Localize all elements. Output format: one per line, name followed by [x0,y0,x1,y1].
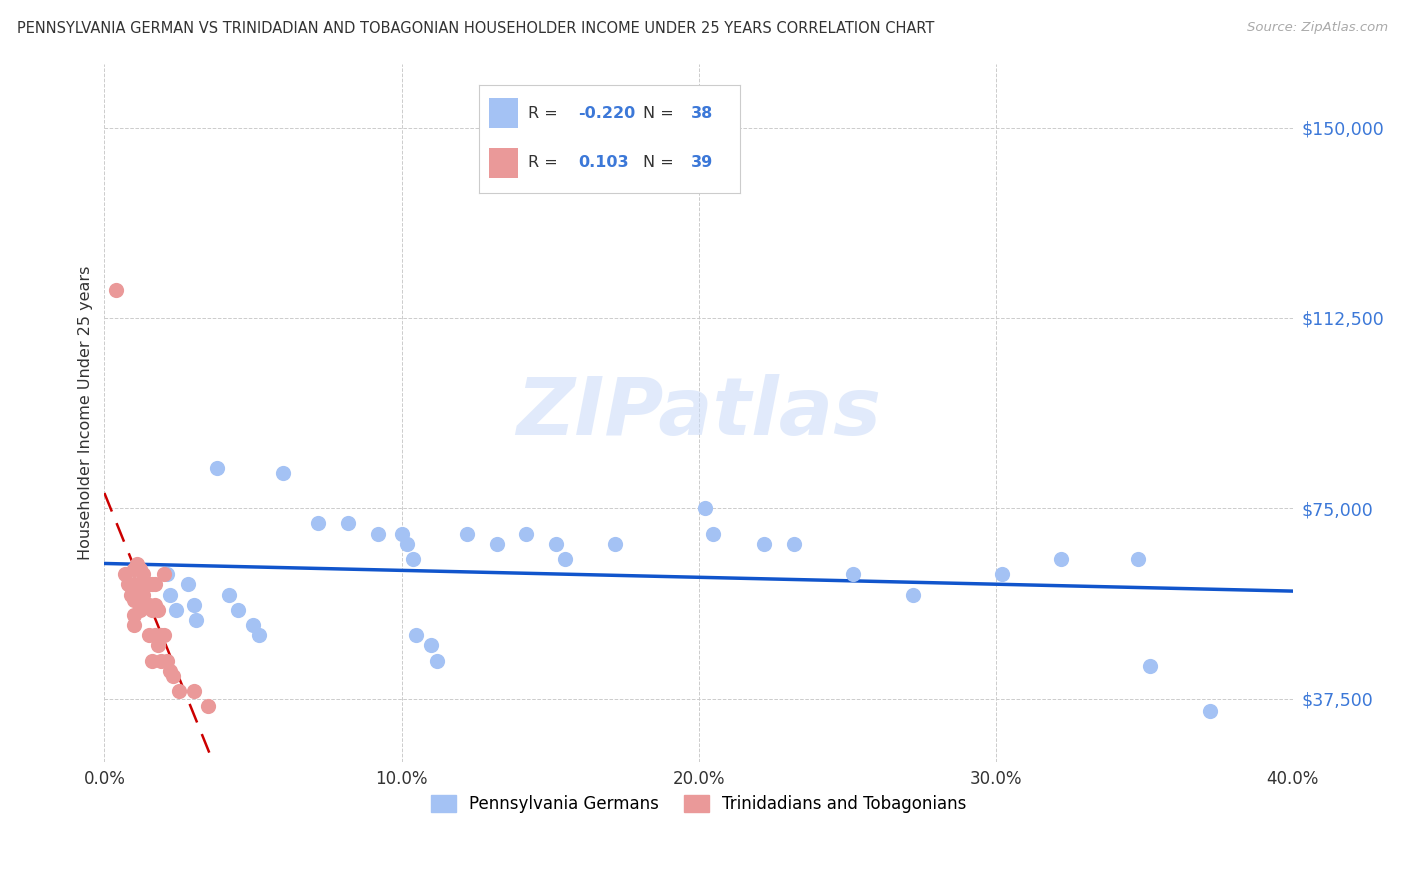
Point [132,588,155,602]
Point [176,577,198,591]
Point [146,638,169,652]
Point [752,537,775,551]
Point [141,654,163,668]
Point [554,552,576,566]
Point [143,577,166,591]
Point [242,618,264,632]
Point [307,516,329,531]
Point [783,537,806,551]
Point [156,567,179,582]
Point [693,501,716,516]
Point [226,603,249,617]
Point [1050,552,1073,566]
Point [138,598,160,612]
Point [1128,552,1150,566]
Point [122,607,145,622]
Point [125,557,148,571]
Point [186,613,208,627]
Point [122,562,145,576]
Point [162,669,184,683]
Legend: Pennsylvania Germans, Trinidadians and Tobagonians: Pennsylvania Germans, Trinidadians and T… [425,789,973,820]
Point [426,654,449,668]
Point [159,588,181,602]
Point [247,628,270,642]
Point [183,598,205,612]
Text: ZIPatlas: ZIPatlas [516,374,882,452]
Point [122,592,145,607]
Point [146,603,169,617]
Point [605,537,627,551]
Point [135,598,157,612]
Point [129,577,152,591]
Point [515,526,537,541]
Point [1198,704,1220,718]
Point [149,654,172,668]
Point [129,562,152,576]
Point [117,577,139,591]
Text: Source: ZipAtlas.com: Source: ZipAtlas.com [1247,21,1388,35]
Point [156,654,179,668]
Point [842,567,865,582]
Point [114,567,136,582]
Point [337,516,360,531]
Point [456,526,478,541]
Point [141,577,163,591]
Point [702,526,724,541]
Point [122,618,145,632]
Point [105,283,128,297]
Point [420,638,443,652]
Point [544,537,567,551]
Point [901,588,924,602]
Point [138,628,160,642]
Point [218,588,240,602]
Point [485,537,508,551]
Point [207,460,229,475]
Point [183,684,205,698]
Point [135,577,157,591]
Point [122,577,145,591]
Point [141,603,163,617]
Point [271,466,294,480]
Text: PENNSYLVANIA GERMAN VS TRINIDADIAN AND TOBAGONIAN HOUSEHOLDER INCOME UNDER 25 YE: PENNSYLVANIA GERMAN VS TRINIDADIAN AND T… [17,21,934,37]
Point [138,577,160,591]
Point [143,628,166,642]
Point [990,567,1012,582]
Point [153,567,176,582]
Y-axis label: Householder Income Under 25 years: Householder Income Under 25 years [79,266,93,560]
Point [167,684,190,698]
Point [391,526,413,541]
Point [396,537,419,551]
Point [367,526,389,541]
Point [165,603,187,617]
Point [129,603,152,617]
Point [143,598,166,612]
Point [129,588,152,602]
Point [402,552,425,566]
Point [149,628,172,642]
Point [1139,658,1161,673]
Point [153,628,176,642]
Point [405,628,427,642]
Point [197,699,219,714]
Point [132,567,155,582]
Point [120,588,142,602]
Point [159,664,181,678]
